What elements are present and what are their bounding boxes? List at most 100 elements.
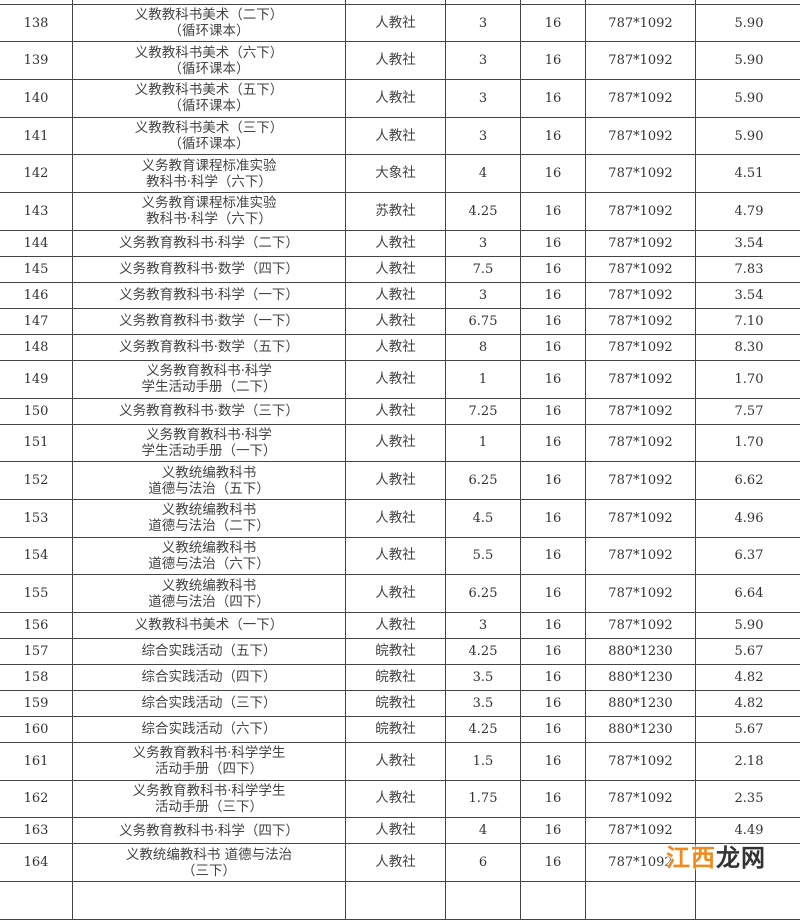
- format-cell: 16: [521, 193, 586, 231]
- format-cell: 16: [521, 308, 586, 334]
- price-cell: 2.35: [696, 780, 800, 818]
- publisher-cell: 人教社: [346, 612, 446, 638]
- paper-size-cell: 787*1092: [586, 360, 696, 398]
- print-sheets-cell: 1.75: [446, 780, 521, 818]
- paper-size-cell: 787*1092: [586, 256, 696, 282]
- row-number-cell: 139: [0, 42, 73, 80]
- row-number-cell: 164: [0, 844, 73, 882]
- paper-size-cell: 880*1230: [586, 638, 696, 664]
- paper-size-cell: 787*1092: [586, 499, 696, 537]
- book-title-cell: 义务教育教科书·数学（三下）: [73, 398, 346, 424]
- paper-size-cell: 787*1092: [586, 155, 696, 193]
- row-number-cell: 152: [0, 462, 73, 500]
- publisher-cell: 人教社: [346, 308, 446, 334]
- price-cell: 5.67: [696, 638, 800, 664]
- print-sheets-cell: 4.25: [446, 193, 521, 231]
- print-sheets-cell: 6: [446, 844, 521, 882]
- publisher-cell: 皖教社: [346, 638, 446, 664]
- paper-size-cell: 787*1092: [586, 230, 696, 256]
- row-number-cell: 158: [0, 664, 73, 690]
- price-cell: 4.96: [696, 499, 800, 537]
- format-cell: 16: [521, 664, 586, 690]
- book-title-cell: 义务教育教科书·科学 学生活动手册（一下）: [73, 424, 346, 462]
- format-cell: 16: [521, 537, 586, 575]
- price-cell: 6.64: [696, 575, 800, 613]
- price-cell: 3.54: [696, 282, 800, 308]
- publisher-cell: 人教社: [346, 282, 446, 308]
- price-cell: 4.82: [696, 664, 800, 690]
- book-title-cell: 义教教科书美术（一下）: [73, 612, 346, 638]
- publisher-cell: 人教社: [346, 462, 446, 500]
- row-number-cell: 155: [0, 575, 73, 613]
- publisher-cell: 皖教社: [346, 690, 446, 716]
- row-number-cell: 151: [0, 424, 73, 462]
- publisher-cell: 人教社: [346, 780, 446, 818]
- row-number-cell: 148: [0, 334, 73, 360]
- price-cell: 2.18: [696, 742, 800, 780]
- format-cell: 16: [521, 4, 586, 42]
- format-cell: 16: [521, 230, 586, 256]
- print-sheets-cell: 3.5: [446, 690, 521, 716]
- publisher-cell: 人教社: [346, 230, 446, 256]
- row-number-cell: 157: [0, 638, 73, 664]
- price-cell: 6.62: [696, 462, 800, 500]
- row-number-cell: 150: [0, 398, 73, 424]
- publisher-cell: 人教社: [346, 334, 446, 360]
- price-cell: 5.90: [696, 80, 800, 118]
- row-number-cell: 160: [0, 716, 73, 742]
- paper-size-cell: 787*1092: [586, 398, 696, 424]
- price-cell: 4.79: [696, 193, 800, 231]
- print-sheets-cell: 5.5: [446, 537, 521, 575]
- format-cell: 16: [521, 742, 586, 780]
- format-cell: 16: [521, 612, 586, 638]
- book-title-cell: 义教教科书美术（三下） （循环课本）: [73, 117, 346, 155]
- print-sheets-cell: 3.5: [446, 664, 521, 690]
- price-cell: 4.51: [696, 155, 800, 193]
- format-cell: 16: [521, 117, 586, 155]
- format-cell: 16: [521, 499, 586, 537]
- book-title-cell: 综合实践活动（四下）: [73, 664, 346, 690]
- format-cell: 16: [521, 155, 586, 193]
- book-title-cell: 义教统编教科书 道德与法治 （三下）: [73, 844, 346, 882]
- print-sheets-cell: 6.75: [446, 308, 521, 334]
- paper-size-cell: 787*1092: [586, 575, 696, 613]
- row-number-cell: 149: [0, 360, 73, 398]
- book-title-cell: 义教教科书美术（六下） （循环课本）: [73, 42, 346, 80]
- row-number-cell: 146: [0, 282, 73, 308]
- print-sheets-cell: 4.25: [446, 716, 521, 742]
- row-number-cell: 162: [0, 780, 73, 818]
- book-title-cell: 义务教育教科书·数学（四下）: [73, 256, 346, 282]
- book-title-cell: 义教统编教科书 道德与法治（二下）: [73, 499, 346, 537]
- print-sheets-cell: 1.5: [446, 742, 521, 780]
- book-title-cell: 义务教育教科书·科学学生 活动手册（四下）: [73, 742, 346, 780]
- book-title-cell: 义教统编教科书 道德与法治（五下）: [73, 462, 346, 500]
- print-sheets-cell: 1: [446, 424, 521, 462]
- format-cell: 16: [521, 716, 586, 742]
- price-cell: 3.54: [696, 230, 800, 256]
- row-number-cell: 153: [0, 499, 73, 537]
- book-title-cell: 义务教育教科书·数学（五下）: [73, 334, 346, 360]
- price-cell: 6.37: [696, 537, 800, 575]
- publisher-cell: 人教社: [346, 398, 446, 424]
- format-cell: 16: [521, 818, 586, 844]
- print-sheets-cell: 3: [446, 230, 521, 256]
- price-cell: 8.30: [696, 334, 800, 360]
- publisher-cell: 人教社: [346, 818, 446, 844]
- publisher-cell: 人教社: [346, 256, 446, 282]
- price-cell: 5.67: [696, 716, 800, 742]
- publisher-cell: 人教社: [346, 537, 446, 575]
- paper-size-cell: 787*1092: [586, 742, 696, 780]
- format-cell: 16: [521, 780, 586, 818]
- price-cell: 5.90: [696, 4, 800, 42]
